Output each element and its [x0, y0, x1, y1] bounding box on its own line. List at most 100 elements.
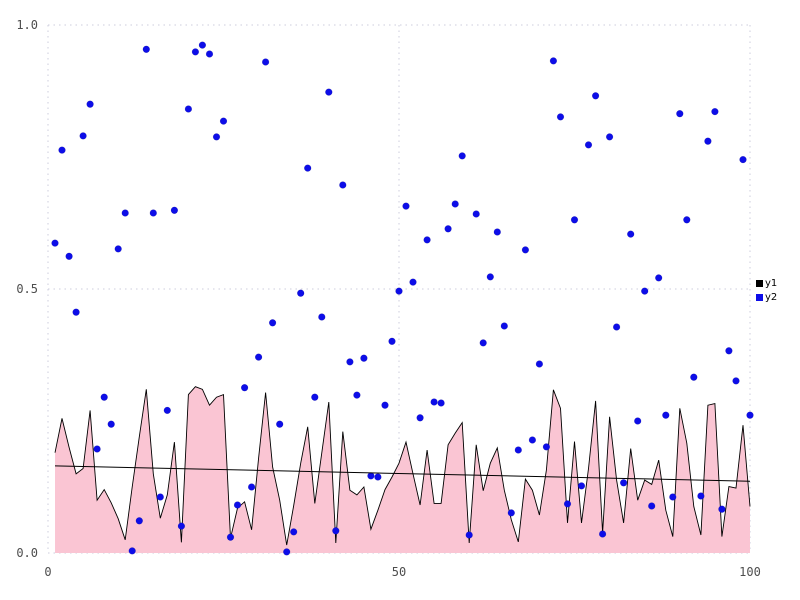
scatter-point-y2: [65, 252, 73, 260]
scatter-point-y2: [170, 206, 179, 214]
scatter-point-y2: [212, 133, 221, 141]
scatter-point-y2: [149, 209, 157, 217]
scatter-point-y2: [198, 41, 207, 49]
scatter-point-y2: [542, 443, 551, 451]
scatter-point-y2: [248, 483, 256, 491]
scatter-point-y2: [121, 209, 129, 217]
scatter-point-y2: [676, 110, 684, 118]
x-tick-label: 50: [392, 565, 406, 579]
scatter-point-y2: [662, 411, 670, 419]
scatter-point-y2: [605, 133, 614, 141]
scatter-point-y2: [395, 287, 403, 295]
scatter-point-y2: [591, 92, 600, 100]
scatter-point-y2: [205, 50, 214, 58]
scatter-point-y2: [58, 146, 66, 154]
scatter-point-y2: [135, 517, 143, 525]
scatter-point-y2: [627, 230, 635, 238]
scatter-point-y2: [360, 354, 368, 362]
scatter-point-y2: [269, 319, 277, 327]
scatter-point-y2: [191, 48, 200, 56]
scatter-point-y2: [451, 200, 459, 208]
scatter-point-y2: [598, 530, 607, 538]
scatter-point-y2: [262, 58, 270, 66]
scatter-point-y2: [72, 308, 80, 316]
legend-swatch-y2-icon: [756, 294, 763, 301]
scatter-point-y2: [655, 274, 663, 282]
scatter-point-y2: [346, 358, 354, 366]
scatter-point-y2: [669, 493, 677, 501]
scatter-point-y2: [577, 482, 586, 490]
scatter-point-y2: [128, 547, 136, 555]
scatter-point-y2: [458, 152, 466, 160]
scatter-point-y2: [163, 406, 171, 415]
scatter-point-y2: [739, 156, 747, 164]
x-tick-label: 100: [739, 565, 761, 579]
scatter-point-y2: [648, 502, 656, 510]
scatter-point-y2: [549, 57, 558, 65]
scatter-point-y2: [367, 472, 375, 480]
scatter-point-y2: [219, 117, 228, 125]
scatter-point-y2: [479, 339, 487, 347]
scatter-point-y2: [100, 393, 108, 401]
scatter-point-y2: [304, 164, 312, 172]
y-tick-label: 0.5: [16, 282, 38, 296]
scatter-point-y2: [690, 373, 698, 381]
scatter-point-y2: [563, 500, 572, 508]
scatter-point-y2: [283, 548, 291, 556]
legend: y1 y2: [756, 277, 777, 304]
scatter-point-y2: [241, 384, 249, 392]
scatter-point-y2: [430, 398, 438, 406]
scatter-point-y2: [584, 141, 593, 149]
scatter-point-y2: [486, 273, 494, 281]
scatter-point-y2: [535, 360, 544, 368]
scatter-point-y2: [79, 132, 87, 140]
scatter-point-y2: [514, 446, 522, 454]
scatter-point-y2: [556, 113, 565, 121]
scatter-point-y2: [641, 287, 649, 295]
scatter-point-y2: [353, 391, 361, 399]
scatter-point-y2: [570, 216, 579, 224]
scatter-point-y2: [521, 246, 530, 254]
scatter-point-y2: [114, 245, 122, 253]
x-tick-label: 0: [44, 565, 51, 579]
legend-item-y1: y1: [756, 277, 777, 290]
scatter-point-y2: [51, 239, 59, 247]
scatter-point-y2: [465, 531, 473, 539]
scatter-point-y2: [704, 137, 712, 145]
legend-swatch-y1-icon: [756, 280, 763, 287]
scatter-point-y2: [276, 420, 284, 428]
scatter-point-y2: [388, 337, 396, 345]
scatter-point-y2: [332, 527, 340, 535]
scatter-point-y2: [184, 105, 193, 113]
scatter-point-y2: [507, 509, 515, 517]
scatter-point-y2: [374, 473, 382, 481]
area-series-y1: [55, 386, 750, 553]
trend-line: [54, 465, 751, 482]
scatter-point-y2: [718, 505, 726, 513]
scatter-point-y2: [93, 445, 101, 453]
scatter-point-y2: [297, 289, 305, 297]
scatter-point-y2: [226, 533, 235, 541]
scatter-point-y2: [634, 417, 642, 425]
scatter-point-y2: [423, 236, 431, 244]
scatter-point-y2: [409, 278, 417, 286]
scatter-point-y2: [697, 492, 705, 500]
scatter-point-y2: [255, 353, 263, 361]
scatter-point-y2: [746, 411, 754, 419]
scatter-point-y2: [339, 181, 347, 189]
legend-label-y1: y1: [765, 278, 778, 289]
scatter-point-y2: [107, 420, 115, 428]
y-tick-label: 0.0: [16, 546, 38, 560]
scatter-point-y2: [177, 522, 186, 530]
scatter-point-y2: [612, 323, 621, 331]
legend-item-y2: y2: [756, 291, 777, 304]
scatter-point-y2: [156, 493, 164, 501]
scatter-point-y2: [86, 100, 94, 108]
scatter-point-y2: [325, 88, 333, 96]
scatter-point-y2: [416, 414, 424, 422]
scatter-point-y2: [437, 399, 445, 407]
y-tick-label: 1.0: [16, 18, 38, 32]
scatter-point-y2: [233, 501, 242, 509]
